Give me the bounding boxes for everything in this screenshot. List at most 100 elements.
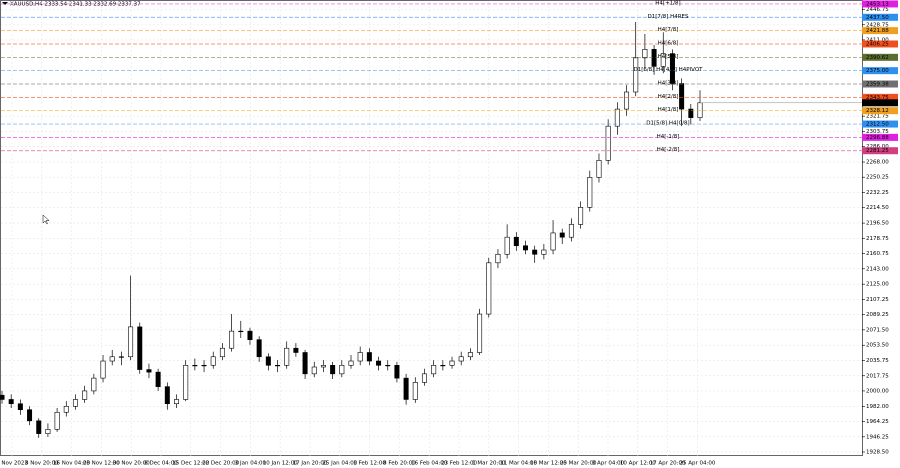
- candle-body: [578, 207, 584, 225]
- level-price-box: [862, 120, 898, 128]
- candle-body: [660, 53, 666, 67]
- symbol-icon: [2, 2, 8, 5]
- candle-body: [201, 365, 207, 367]
- x-tick-label: 10 Jan 12:00: [263, 461, 298, 467]
- level-price-box: [862, 133, 898, 141]
- y-tick-label: 2446.75: [866, 7, 889, 13]
- level-price: 2453.13: [866, 1, 889, 7]
- candle-body: [651, 49, 657, 67]
- y-tick-label: 2125.00: [866, 282, 889, 288]
- candle-body: [385, 365, 391, 367]
- level-name: H4[+1/8]: [655, 0, 680, 6]
- candle-body: [642, 49, 648, 59]
- candle-body: [45, 429, 51, 434]
- candle-body: [440, 365, 446, 367]
- candle-body: [697, 102, 703, 118]
- x-tick-label: 22 Dec 20:00: [202, 461, 239, 467]
- plot-frame: [0, 0, 863, 456]
- candle-body: [82, 390, 88, 400]
- candle-body: [164, 386, 170, 405]
- level-price-box: [862, 27, 898, 35]
- candle-body: [550, 232, 556, 251]
- candle-body: [192, 365, 198, 367]
- candle-body: [183, 365, 189, 400]
- candle-body: [587, 177, 593, 208]
- level-price-box: [862, 67, 898, 75]
- level-price-box: [862, 107, 898, 115]
- x-tick-label: 10 Apr 12:00: [620, 461, 656, 467]
- level-name: H4[1/8]: [658, 107, 679, 113]
- candle-body: [348, 360, 354, 366]
- candle-body: [8, 399, 14, 405]
- level-name: H4[6/8]: [658, 40, 679, 46]
- level-price: 2281.25: [866, 148, 889, 154]
- candle-body: [284, 347, 290, 366]
- candle-body: [339, 365, 345, 375]
- last-price: 2337.37: [866, 100, 889, 106]
- candle-body: [210, 356, 216, 366]
- candle-body: [293, 347, 299, 353]
- level-price-box: [862, 80, 898, 88]
- level-name: D1[7/8] H4RES: [647, 14, 689, 20]
- candle-body: [63, 405, 69, 413]
- x-tick-label: 3 Apr 04:00: [592, 461, 625, 467]
- level-price: 2437.50: [866, 15, 889, 21]
- candle-body: [146, 369, 152, 373]
- y-tick-label: 2321.75: [866, 114, 889, 120]
- level-price-box: [862, 53, 898, 61]
- candle-body: [394, 365, 400, 379]
- y-tick-label: 1946.25: [866, 434, 889, 440]
- x-tick-label: 30 Nov 20:00: [113, 461, 151, 467]
- level-price: 2359.38: [866, 82, 889, 88]
- x-tick-label: 23 Nov 12:00: [83, 461, 121, 467]
- last-price-box: [862, 99, 898, 107]
- candle-body: [275, 365, 281, 367]
- candle-body: [431, 365, 437, 375]
- y-tick-label: 2303.75: [866, 129, 889, 135]
- candle-body: [219, 347, 225, 358]
- level-name: D1[5/8] H4[0/8]: [646, 121, 689, 127]
- y-tick-label: 2214.50: [866, 205, 889, 211]
- candle-body: [477, 313, 483, 353]
- level-price: 2406.25: [866, 41, 889, 47]
- y-tick-label: 2232.25: [866, 190, 889, 196]
- y-tick-label: 2071.50: [866, 327, 889, 333]
- candle-body: [320, 365, 326, 368]
- candle-body: [412, 382, 418, 400]
- level-name: D1[6/8] H4[4/8] H4PIVOT: [633, 67, 703, 73]
- candle-body: [54, 411, 60, 430]
- level-price-box: [862, 13, 898, 21]
- candle-body: [357, 352, 363, 362]
- candle-body: [72, 399, 78, 407]
- y-tick-label: 2268.00: [866, 160, 889, 166]
- x-tick-label: 11 Mar 04:00: [500, 461, 537, 467]
- level-price: 2296.88: [866, 135, 889, 141]
- level-price: 2343.75: [866, 95, 889, 101]
- level-name: H4[-2/8]: [657, 147, 680, 153]
- x-tick-label: 16 Feb 04:00: [411, 461, 448, 467]
- level-name: H4[5/8]: [658, 54, 679, 60]
- level-price-box: [862, 93, 898, 101]
- y-tick-label: 2286.00: [866, 144, 889, 150]
- y-tick-label: 2017.75: [866, 373, 889, 379]
- x-tick-label: 25 Mar 20:00: [560, 461, 597, 467]
- level-price-box: [862, 147, 898, 155]
- candle-body: [688, 108, 694, 118]
- candle-body: [522, 245, 528, 251]
- candle-body: [504, 236, 510, 255]
- x-tick-label: 16 Nov 04:00: [53, 461, 91, 467]
- candle-body: [311, 366, 317, 375]
- x-tick-label: 23 Feb 12:00: [441, 461, 478, 467]
- level-price: 2390.62: [866, 55, 889, 61]
- candle-body: [27, 409, 33, 422]
- candle-body: [128, 326, 134, 358]
- candle-body: [679, 83, 685, 110]
- x-tick-label: 1 Mar 20:00: [472, 461, 506, 467]
- y-tick-label: 1964.25: [866, 419, 889, 425]
- candle-body: [467, 352, 473, 358]
- x-tick-label: 25 Apr 04:00: [679, 461, 715, 467]
- y-tick-label: 2000.00: [866, 388, 889, 394]
- candle-body: [229, 330, 235, 349]
- candle-body: [541, 249, 547, 255]
